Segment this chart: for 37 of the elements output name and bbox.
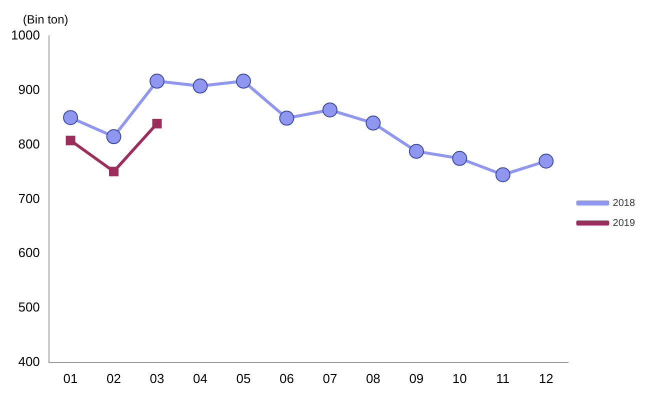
point bbox=[109, 166, 119, 176]
x-tick-label: 06 bbox=[279, 370, 294, 386]
x-tick-label: 02 bbox=[106, 370, 122, 386]
point bbox=[152, 118, 162, 128]
point bbox=[236, 74, 251, 89]
y-tick-label: 900 bbox=[18, 82, 40, 97]
x-tick-label: 01 bbox=[63, 370, 78, 386]
point bbox=[106, 129, 122, 144]
point bbox=[279, 110, 294, 126]
point bbox=[366, 116, 381, 131]
point bbox=[322, 102, 338, 118]
x-tick-label: 10 bbox=[452, 370, 467, 386]
point bbox=[452, 150, 468, 166]
x-tick-label: 12 bbox=[538, 370, 554, 386]
legend-label: 2018 bbox=[612, 198, 636, 209]
y-tick-label: 600 bbox=[18, 245, 40, 260]
x-tick-label: 09 bbox=[409, 370, 424, 386]
point bbox=[538, 154, 554, 169]
y-tick-label: 700 bbox=[18, 190, 40, 206]
legend-label: 2019 bbox=[612, 218, 636, 229]
point bbox=[192, 78, 208, 94]
point bbox=[495, 167, 510, 182]
x-tick-label: 08 bbox=[366, 370, 380, 386]
y-tick-label: 1000 bbox=[11, 28, 40, 43]
x-tick-label: 07 bbox=[322, 370, 338, 386]
x-tick-label: 03 bbox=[150, 370, 164, 386]
x-tick-label: 04 bbox=[193, 370, 208, 386]
point bbox=[63, 110, 78, 126]
point bbox=[150, 74, 165, 89]
y-tick-label: 800 bbox=[18, 136, 40, 152]
x-tick-label: 11 bbox=[496, 370, 510, 386]
point bbox=[66, 136, 76, 146]
y-tick-label: 400 bbox=[18, 354, 40, 369]
y-axis-title: (Bin ton) bbox=[22, 12, 68, 26]
y-tick-label: 500 bbox=[18, 300, 40, 315]
x-tick-label: 05 bbox=[236, 370, 251, 386]
point bbox=[408, 144, 424, 159]
